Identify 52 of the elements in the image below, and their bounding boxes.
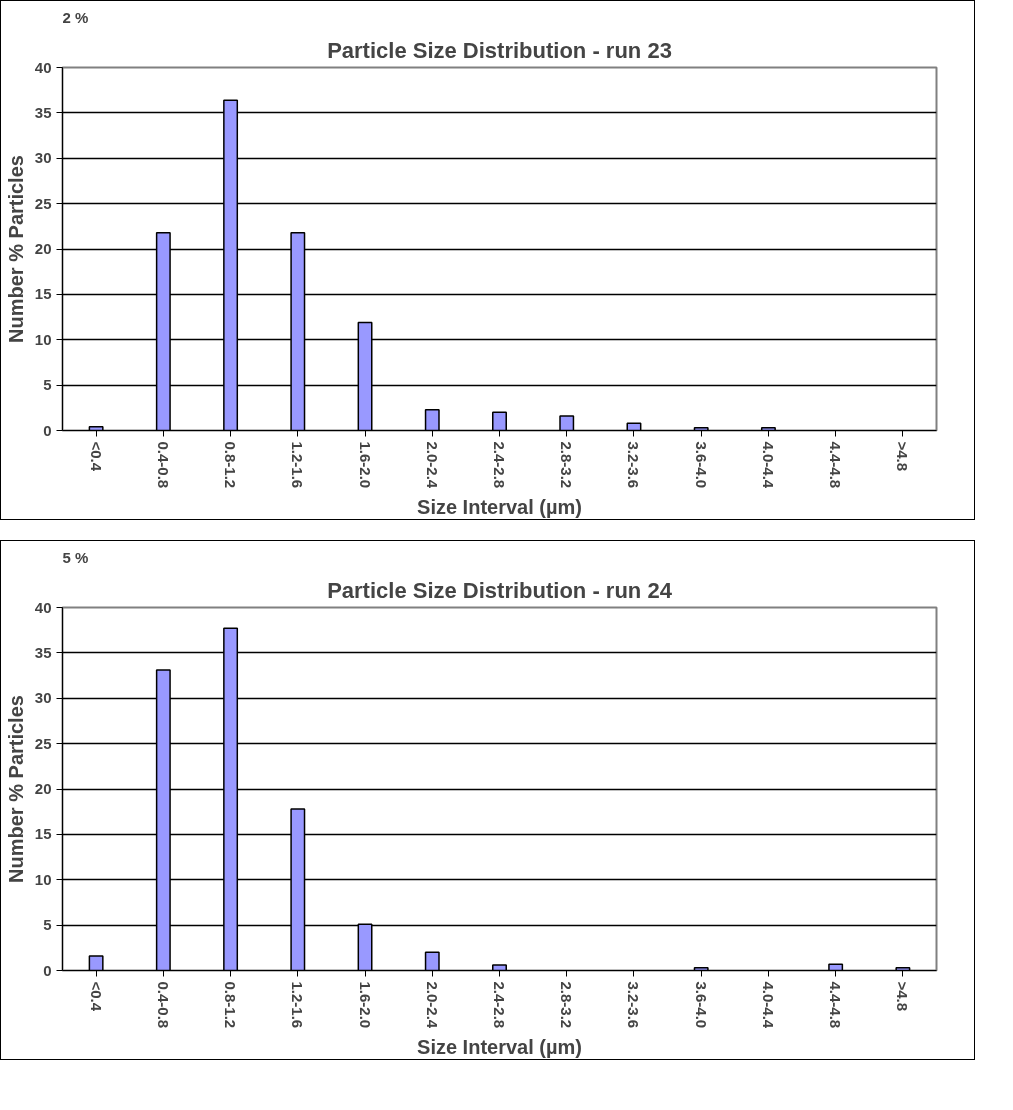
x-tick-label: 4.4-4.8 <box>827 981 845 1029</box>
y-tick-label: 0 <box>43 961 52 979</box>
x-tick-label: 4.4-4.8 <box>827 441 845 489</box>
x-tick-label: <0.4 <box>87 441 105 472</box>
chart-title: Particle Size Distribution - run 23 <box>327 37 672 63</box>
x-tick-label: 1.2-1.6 <box>289 441 307 489</box>
x-tick-label: >4.8 <box>894 441 912 472</box>
y-axis-title: Number % Particles <box>4 695 27 883</box>
y-tick-label: 25 <box>34 194 52 212</box>
x-tick-label: 2.4-2.8 <box>491 441 508 489</box>
x-tick-label: 4.0-4.4 <box>759 981 777 1029</box>
x-tick-label: 0.8-1.2 <box>222 981 240 1029</box>
x-tick-label: 2.8-3.2 <box>558 441 576 489</box>
x-tick-label: 3.6-4.0 <box>692 981 710 1029</box>
x-tick-label: 2.4-2.8 <box>491 981 508 1029</box>
x-tick-label: 0.8-1.2 <box>222 441 240 489</box>
y-tick-label: 35 <box>34 643 52 661</box>
y-tick-label: 25 <box>34 734 52 752</box>
y-tick-label: 30 <box>34 149 52 167</box>
x-tick-label: 1.6-2.0 <box>356 981 374 1029</box>
x-tick-label: 4.0-4.4 <box>759 441 777 489</box>
x-tick-label: 3.2-3.6 <box>625 441 643 489</box>
x-tick-label: 3.6-4.0 <box>692 441 710 489</box>
y-tick-label: 0 <box>43 421 52 439</box>
y-tick-label: 10 <box>34 330 52 348</box>
x-axis-title: Size Interval (µm) <box>417 1036 582 1059</box>
y-tick-label: 5 <box>43 916 52 934</box>
y-tick-label: 20 <box>34 240 52 257</box>
y-tick-label: 20 <box>34 780 52 797</box>
x-tick-label: 3.2-3.6 <box>625 981 643 1029</box>
y-tick-label: 10 <box>34 870 52 888</box>
y-axis-title: Number % Particles <box>4 155 27 343</box>
x-tick-label: 1.6-2.0 <box>356 441 374 489</box>
y-tick-label: 15 <box>34 825 52 843</box>
y-tick-label: 40 <box>34 58 52 76</box>
x-tick-label: 1.2-1.6 <box>289 981 307 1029</box>
x-tick-label: 2.8-3.2 <box>558 981 576 1029</box>
x-axis-title: Size Interval (µm) <box>417 496 582 519</box>
x-tick-label: <0.4 <box>87 981 105 1012</box>
x-tick-label: 0.4-0.8 <box>154 981 172 1029</box>
x-tick-label: 0.4-0.8 <box>154 441 172 489</box>
x-tick-label: 2.0-2.4 <box>423 981 441 1029</box>
y-tick-label: 15 <box>34 285 52 303</box>
y-tick-label: 40 <box>34 598 52 616</box>
text: 2 % <box>62 8 89 26</box>
y-tick-label: 30 <box>34 689 52 707</box>
y-tick-label: 35 <box>34 103 52 121</box>
x-tick-label: 2.0-2.4 <box>423 441 441 489</box>
chart-title: Particle Size Distribution - run 24 <box>327 577 673 603</box>
text: 5 % <box>62 548 89 566</box>
y-tick-label: 5 <box>43 376 52 394</box>
x-tick-label: >4.8 <box>894 981 912 1012</box>
